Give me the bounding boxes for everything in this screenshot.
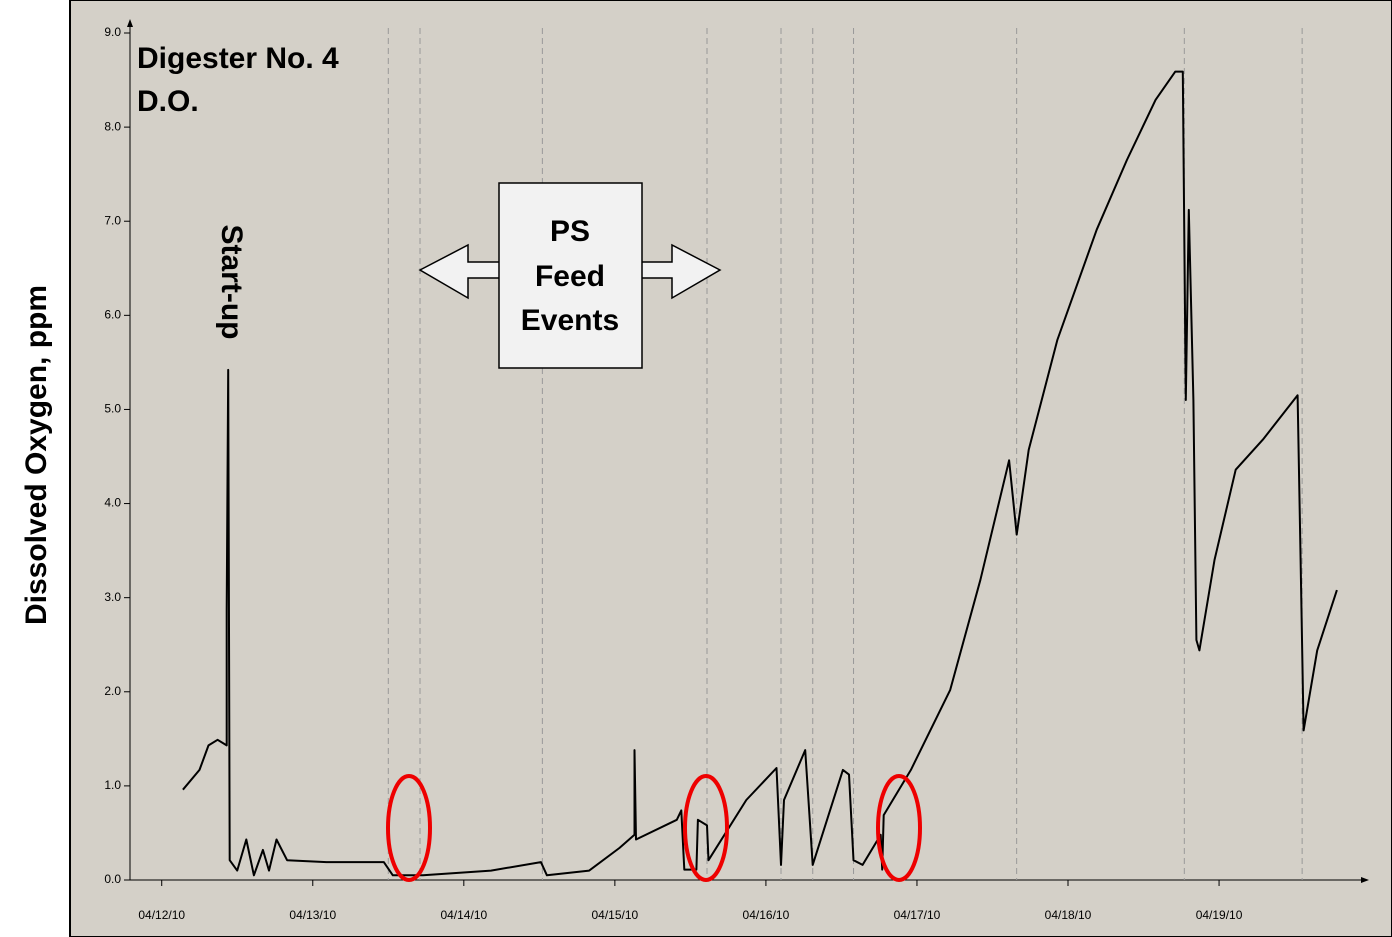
y-tick-label: 2.0	[104, 684, 121, 698]
callout-box	[498, 182, 643, 369]
y-axis-label: Dissolved Oxygen, ppm	[20, 285, 53, 625]
x-tick-label: 04/13/10	[289, 908, 336, 922]
highlight-ellipse	[386, 774, 432, 882]
annotation: PS	[550, 215, 590, 248]
y-tick-label: 5.0	[104, 402, 121, 416]
y-tick-label: 1.0	[104, 778, 121, 792]
annotation: Feed	[535, 260, 605, 293]
highlight-ellipse	[876, 774, 922, 882]
x-tick-label: 04/16/10	[743, 908, 790, 922]
marks: 0.0 1.0 2.0 3.0 4.0 5.0 6.0 7.0 8.0 9.0 04/12/10 04…	[104, 19, 1369, 922]
annotation: D.O.	[137, 85, 199, 118]
data-line	[182, 70, 1338, 877]
annotation: Start-up	[215, 225, 248, 340]
y-tick-label: 7.0	[104, 213, 121, 227]
x-tick-label: 04/12/10	[138, 908, 185, 922]
x-tick-label: 04/19/10	[1196, 908, 1243, 922]
y-tick-label: 9.0	[104, 25, 121, 39]
highlight-ellipse	[683, 774, 729, 882]
panel	[69, 0, 1392, 937]
annotation: Digester No. 4	[137, 42, 339, 75]
x-tick-label: 04/15/10	[592, 908, 639, 922]
y-tick-label: 3.0	[104, 590, 121, 604]
axis-arrow	[127, 19, 133, 27]
y-tick-label: 0.0	[104, 872, 121, 886]
annotation: Events	[521, 304, 619, 337]
y-tick-label: 4.0	[104, 496, 121, 510]
axis-arrow	[1361, 877, 1369, 883]
x-tick-label: 04/14/10	[440, 908, 487, 922]
y-tick-label: 8.0	[104, 119, 121, 133]
y-tick-label: 6.0	[104, 308, 121, 322]
x-tick-label: 04/18/10	[1045, 908, 1092, 922]
x-tick-label: 04/17/10	[894, 908, 941, 922]
